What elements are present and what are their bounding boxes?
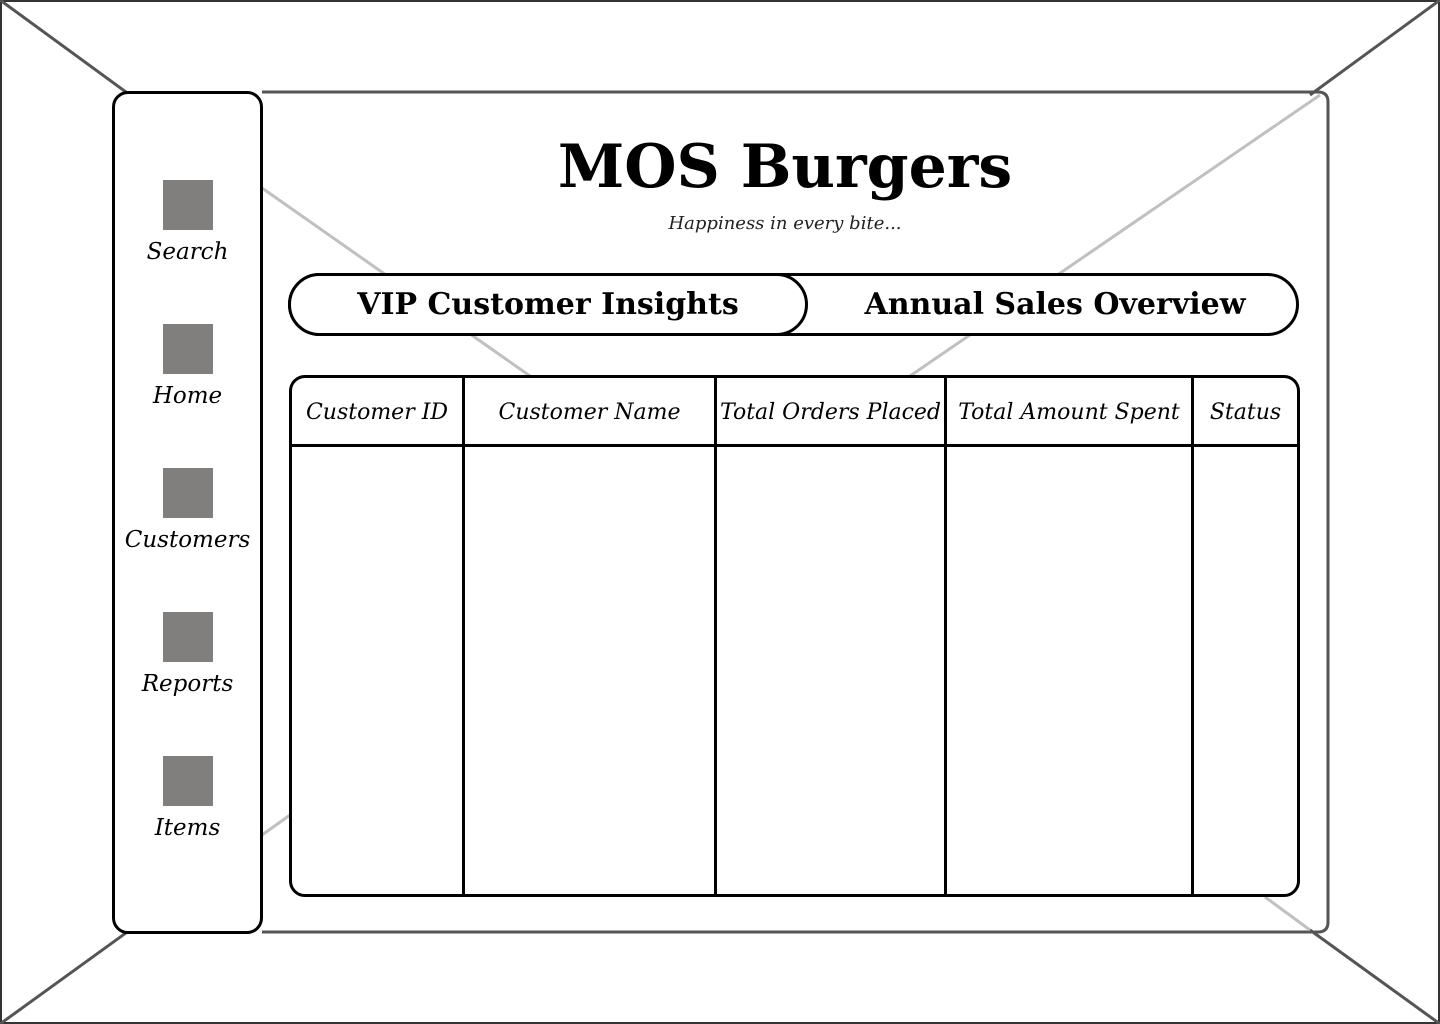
column-header-status[interactable]: Status [1209,399,1282,425]
sidebar-item-home[interactable]: Home [115,324,260,424]
column-divider [462,378,465,894]
tab-bar: VIP Customer Insights Annual Sales Overv… [288,273,1299,336]
sidebar-item-customers[interactable]: Customers [115,468,260,568]
table-body [292,447,1297,894]
sidebar-item-label: Customers [124,527,251,553]
column-header-total-orders[interactable]: Total Orders Placed [719,399,942,425]
vip-customers-table: Customer ID Customer Name Total Orders P… [289,375,1300,897]
sidebar-item-label: Home [152,383,223,409]
page-title: MOS Burgers [557,132,1013,202]
search-icon [162,180,213,230]
sidebar-item-label: Reports [141,671,234,697]
page-tagline: Happiness in every bite... [668,213,902,234]
column-divider [714,378,717,894]
reports-icon [162,612,213,662]
sidebar-item-search[interactable]: Search [115,180,260,280]
sidebar-item-reports[interactable]: Reports [115,612,260,712]
column-divider [1191,378,1194,894]
sidebar-item-items[interactable]: Items [115,756,260,856]
column-header-customer-name[interactable]: Customer Name [498,399,681,425]
sidebar: Search Home Customers Reports Items [112,91,263,934]
sidebar-item-label: Items [154,815,221,841]
tab-vip-customer-insights[interactable]: VIP Customer Insights [288,273,808,336]
customers-icon [162,468,213,518]
table-header-divider [292,444,1297,447]
column-header-customer-id[interactable]: Customer ID [305,399,449,425]
items-icon [162,756,213,806]
tab-annual-sales-overview[interactable]: Annual Sales Overview [864,287,1246,322]
column-header-total-amount[interactable]: Total Amount Spent [958,399,1180,425]
home-icon [162,324,213,374]
column-divider [944,378,947,894]
sidebar-item-label: Search [146,239,229,265]
